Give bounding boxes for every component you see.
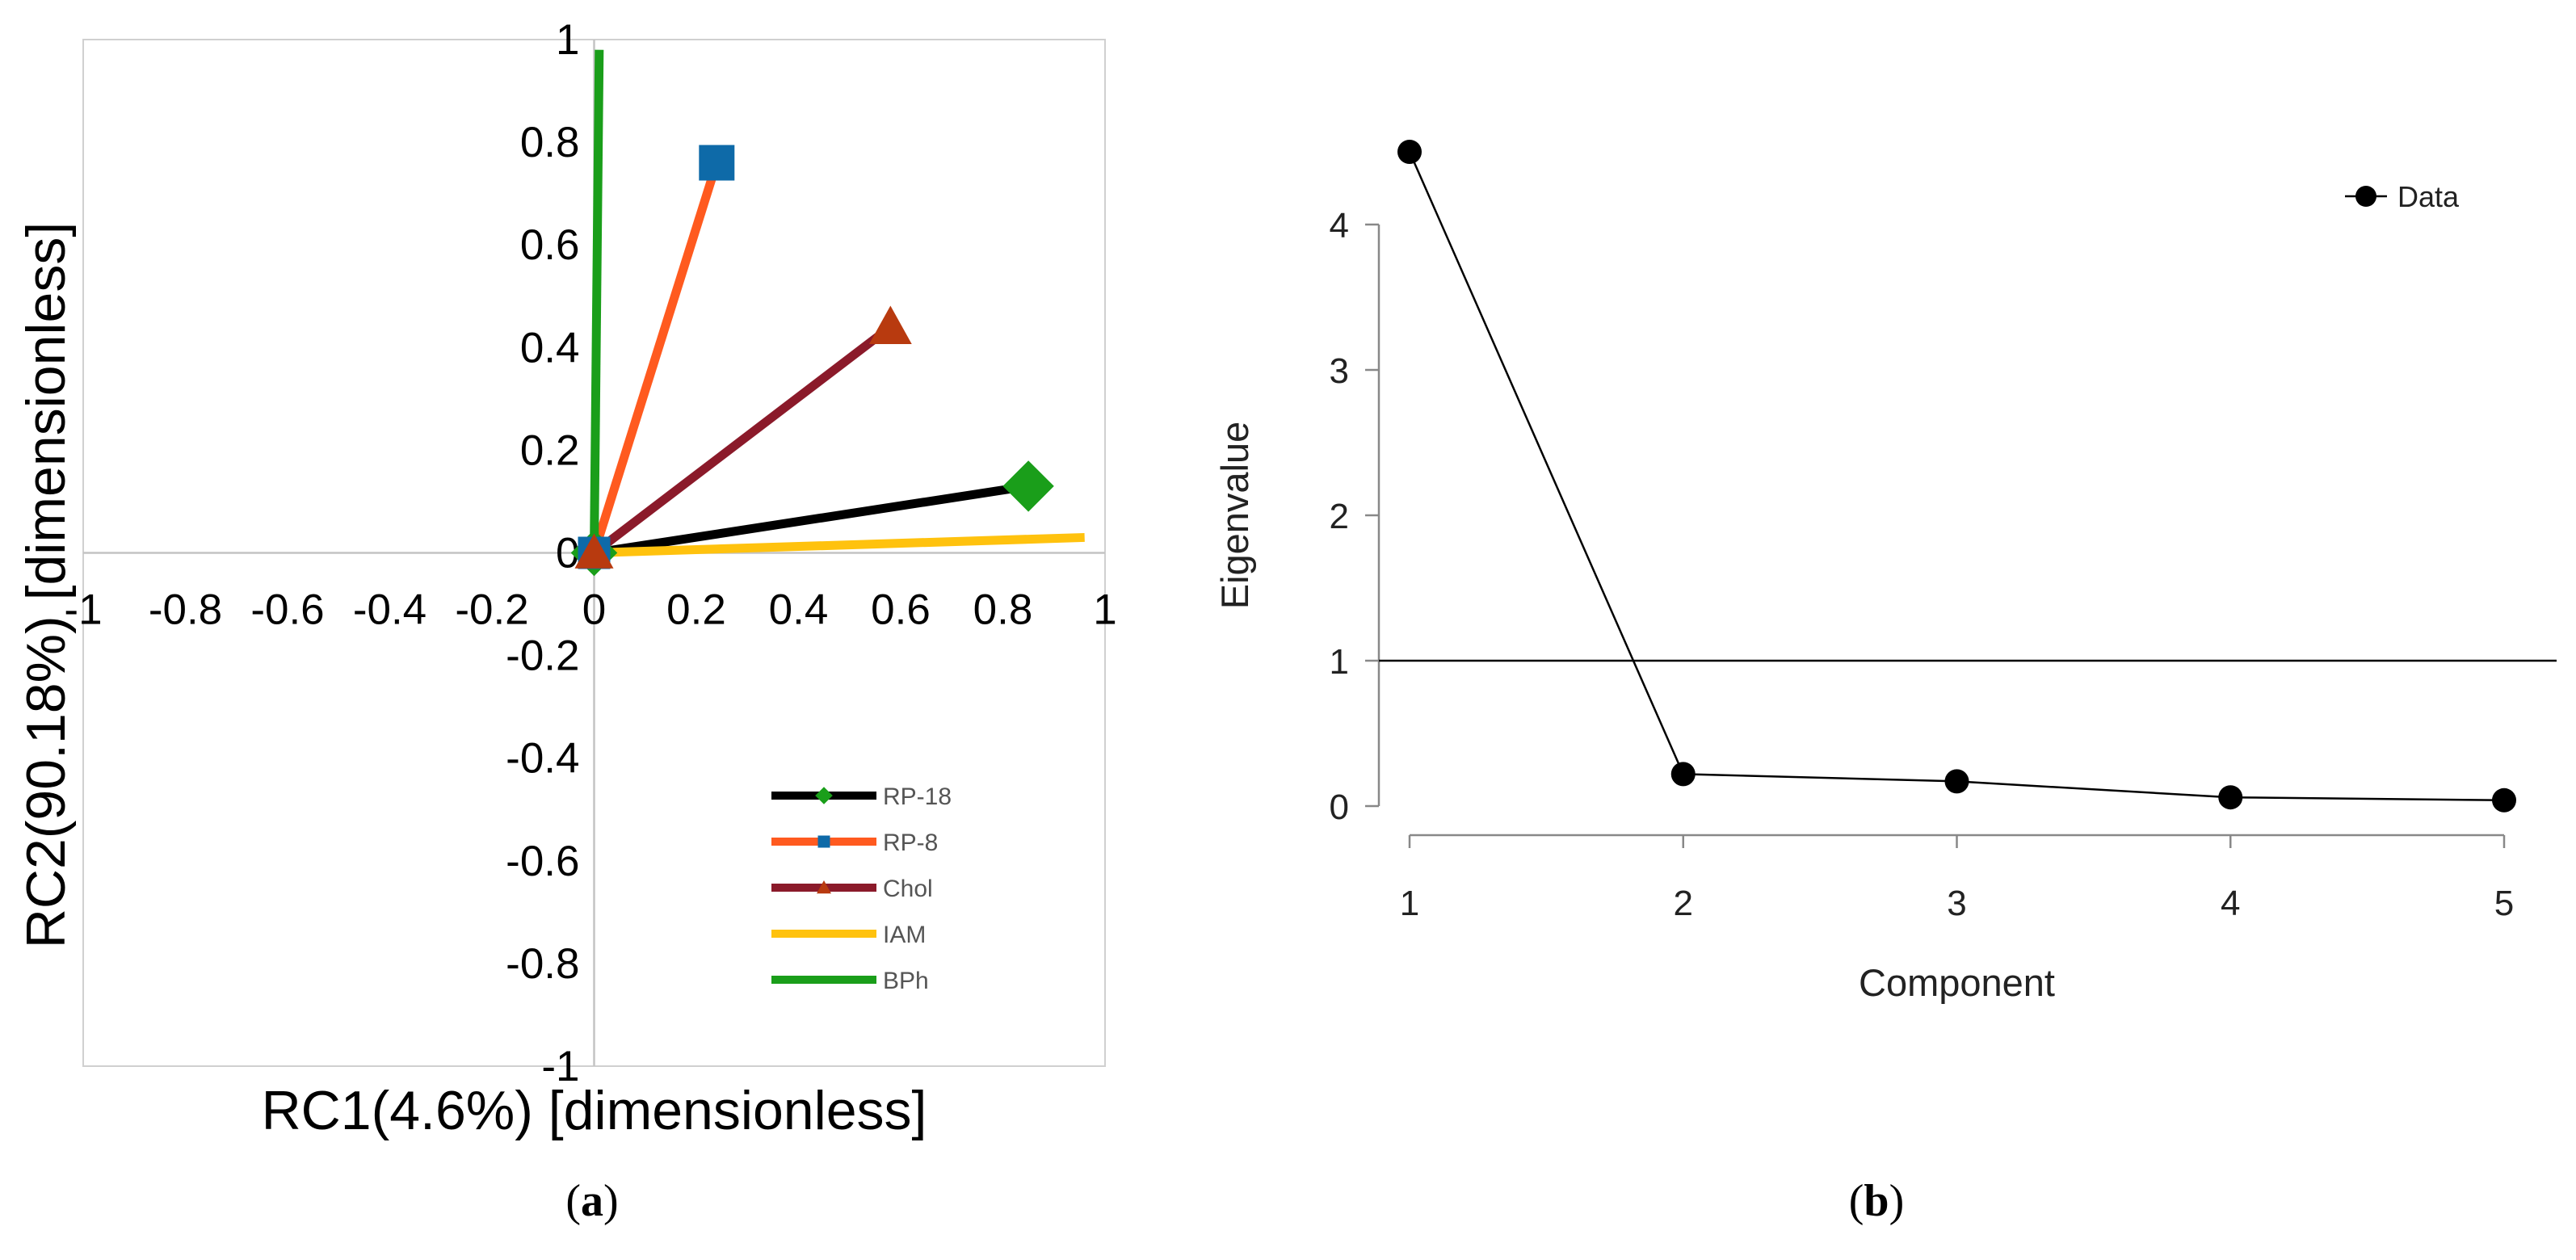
x-tick-label: -1 [64, 586, 102, 634]
legend-label-chol: Chol [883, 876, 933, 902]
y-tick-label: 0 [1330, 788, 1349, 827]
x-tick-label: 0.4 [769, 586, 829, 634]
series-marker-rp-8 [699, 145, 735, 181]
caption-a: (a) [565, 1176, 618, 1226]
x-tick-label: 0.6 [871, 586, 931, 634]
y-tick-label: 1 [1330, 642, 1349, 682]
x-tick-label: -0.4 [353, 586, 427, 634]
x-tick-label: 4 [2221, 884, 2240, 923]
legend-marker-rp-8 [817, 835, 830, 848]
y-axis-title: Eigenvalue [1213, 422, 1256, 610]
y-tick-label: 2 [1330, 497, 1349, 536]
series-line-data [1408, 151, 2505, 802]
x-tick-label: 1 [1093, 586, 1116, 634]
series-line-rp-18 [593, 481, 1029, 557]
y-tick-label: 3 [1330, 351, 1349, 391]
y-tick-label: 4 [1330, 206, 1349, 246]
x-tick-label: -0.8 [149, 586, 222, 634]
y-tick-label: 0.8 [520, 119, 580, 166]
x-tick-label: 2 [1674, 884, 1693, 923]
x-tick-label: -0.6 [250, 586, 324, 634]
series-marker-rp-18 [1002, 460, 1054, 512]
legend-label-rp-8: RP-8 [883, 830, 938, 856]
y-tick-label: 1 [556, 16, 579, 64]
data-point [2492, 788, 2516, 813]
series-line-chol [591, 323, 893, 556]
x-axis-title: RC1(4.6%) [dimensionless] [262, 1080, 927, 1141]
y-tick-label: 0.4 [520, 324, 580, 372]
series-marker-chol [868, 305, 912, 344]
legend-label-iam: IAM [883, 922, 926, 948]
y-tick-label: 0.2 [520, 426, 580, 474]
y-tick-label: -1 [541, 1043, 579, 1090]
data-point [1397, 140, 1422, 164]
data-point [1944, 769, 1969, 794]
x-tick-label: 5 [2494, 884, 2514, 923]
series-line-iam [594, 532, 1085, 557]
x-tick-label: 1 [1400, 884, 1419, 923]
data-point [1670, 762, 1696, 787]
x-tick-label: 0.2 [666, 586, 726, 634]
legend-marker-chol [817, 880, 831, 894]
caption-b: (b) [1849, 1176, 1904, 1226]
origin-marker-chol [574, 533, 614, 569]
y-tick-label: -0.4 [506, 735, 579, 783]
legend-label-data: Data [2397, 180, 2460, 213]
y-tick-label: -0.2 [506, 632, 579, 680]
y-tick-label: -0.8 [506, 940, 579, 988]
legend-label-bph: BPh [883, 968, 929, 994]
x-tick-label: -0.2 [455, 586, 528, 634]
data-point [2218, 785, 2243, 810]
legend-label-rp-18: RP-18 [883, 783, 952, 810]
legend-marker-rp-18 [815, 787, 833, 804]
series-line-bph [590, 49, 604, 553]
x-tick-label: 3 [1947, 884, 1966, 923]
series-line-rp-8 [590, 161, 721, 555]
y-tick-label: -0.6 [506, 838, 579, 885]
panel-b-scree-plot: 0 1 2 3 4 1 2 3 4 5 Component Eigenvalue Data [1213, 140, 2557, 1004]
x-tick-label: 0.8 [973, 586, 1033, 634]
x-tick-label: 0 [582, 586, 606, 634]
y-axis-title: RC2(90.18%) [dimensionless] [15, 222, 77, 949]
legend-marker-data [2355, 186, 2376, 207]
y-tick-label: 0.6 [520, 221, 580, 269]
x-axis-title: Component [1859, 961, 2055, 1004]
panel-a-biplot: -1 -0.8 -0.6 -0.4 -0.2 0 0.2 0.4 0.6 0.8 110.80.60… [15, 16, 1117, 1141]
